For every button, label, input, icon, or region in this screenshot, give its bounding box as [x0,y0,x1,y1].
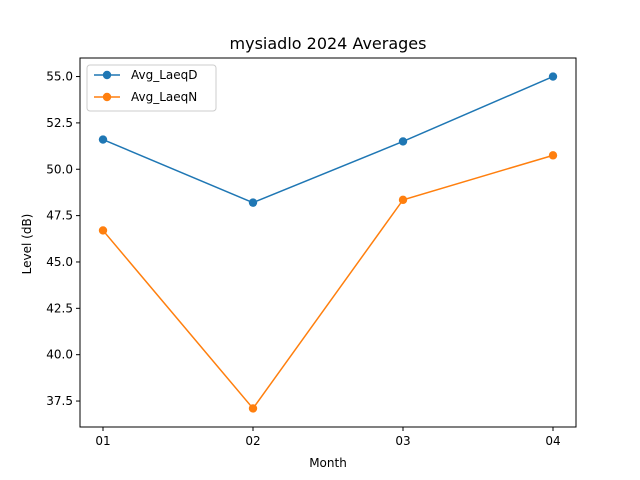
y-tick-label: 40.0 [46,348,73,362]
y-tick-label: 47.5 [46,209,73,223]
chart-title: mysiadlo 2024 Averages [230,34,427,53]
data-point-0 [248,198,258,207]
data-point-1 [98,226,108,235]
legend-box [86,64,217,112]
y-tick-label: 55.0 [46,70,73,84]
y-axis-label: Level (dB) [20,214,34,275]
x-tick-label: 03 [395,434,410,448]
y-tick-label: 37.5 [46,394,73,408]
legend-marker [102,70,112,80]
data-point-0 [398,137,408,146]
series-line-1 [102,154,554,410]
y-tick-label: 52.5 [46,116,73,130]
legend-label: Avg_LaeqN [131,90,197,104]
x-tick-label: 01 [95,434,110,448]
data-point-0 [548,72,558,81]
legend: Avg_LaeqD Avg_LaeqN [86,64,217,112]
data-point-1 [248,404,258,413]
y-tick-label: 45.0 [46,255,73,269]
legend-label: Avg_LaeqD [131,68,198,82]
x-tick-label: 04 [545,434,560,448]
data-point-1 [548,151,558,160]
y-tick-label: 50.0 [46,162,73,176]
x-tick-label: 02 [245,434,260,448]
series-line-0 [102,75,554,204]
data-point-0 [98,135,108,144]
plot-frame [79,57,577,428]
x-axis-label: Month [309,456,347,470]
legend-marker [102,92,112,102]
data-point-1 [398,195,408,205]
y-tick-label: 42.5 [46,301,73,315]
plot-area: 01 02 03 04 37.5 40.0 42.5 45.0 47.5 50.0 52.5 55.0 [46,57,577,448]
